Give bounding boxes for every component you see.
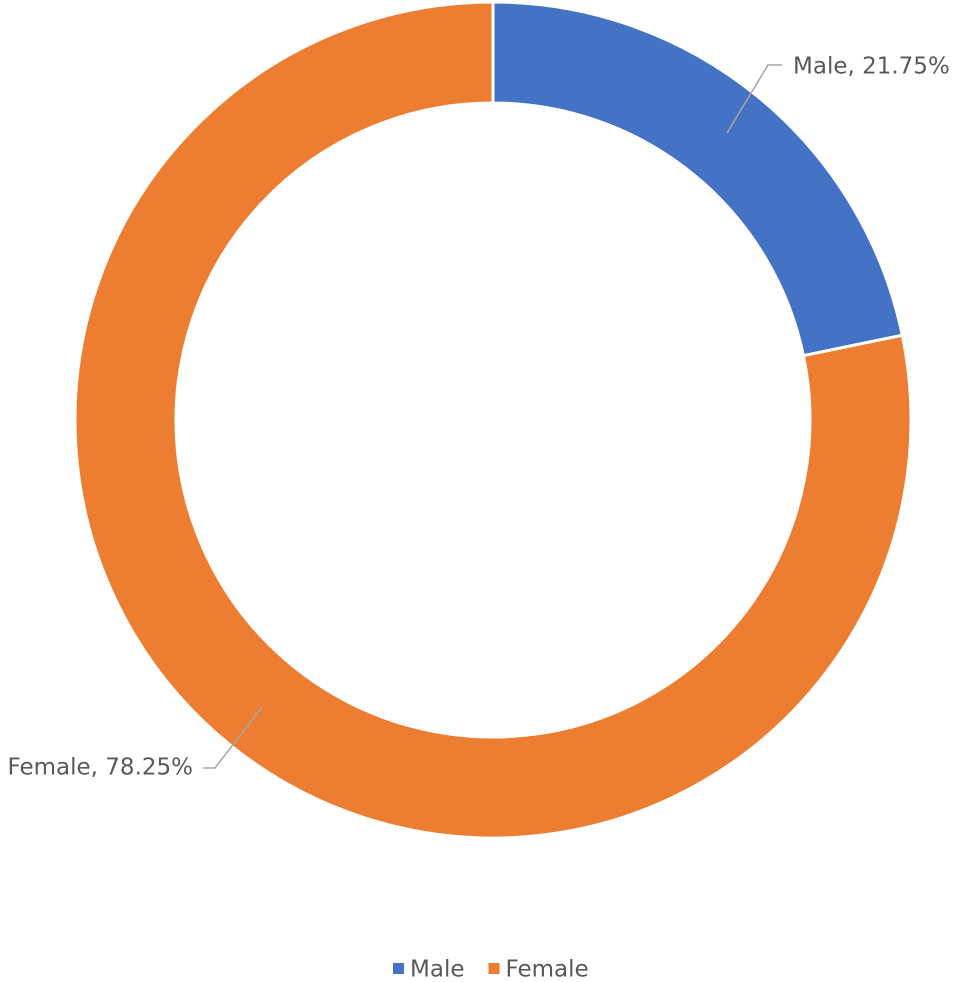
legend-swatch	[488, 963, 500, 974]
legend-label: Female	[505, 957, 588, 982]
leader-line	[203, 706, 263, 769]
leader-line	[726, 64, 782, 134]
legend-label: Male	[410, 957, 464, 982]
data-label: Female, 78.25%	[8, 755, 193, 781]
data-label: Male, 21.75%	[793, 54, 950, 80]
donut-slice	[73, 0, 913, 840]
legend-swatch	[393, 963, 404, 974]
